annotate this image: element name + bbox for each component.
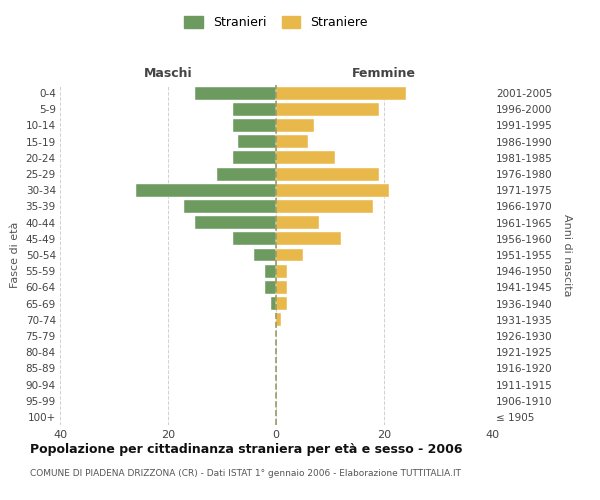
Bar: [184, 200, 276, 213]
Bar: [233, 103, 276, 116]
Bar: [276, 264, 287, 278]
Bar: [265, 281, 276, 294]
Bar: [276, 152, 335, 164]
Bar: [238, 135, 276, 148]
Bar: [276, 297, 287, 310]
Text: Popolazione per cittadinanza straniera per età e sesso - 2006: Popolazione per cittadinanza straniera p…: [30, 442, 463, 456]
Bar: [136, 184, 276, 196]
Bar: [233, 119, 276, 132]
Bar: [233, 232, 276, 245]
Bar: [265, 264, 276, 278]
Bar: [276, 248, 303, 262]
Bar: [254, 248, 276, 262]
Text: Maschi: Maschi: [143, 67, 193, 80]
Bar: [276, 103, 379, 116]
Bar: [217, 168, 276, 180]
Y-axis label: Fasce di età: Fasce di età: [10, 222, 20, 288]
Bar: [276, 281, 287, 294]
Bar: [276, 314, 281, 326]
Bar: [276, 135, 308, 148]
Legend: Stranieri, Straniere: Stranieri, Straniere: [179, 11, 373, 34]
Text: COMUNE DI PIADENA DRIZZONA (CR) - Dati ISTAT 1° gennaio 2006 - Elaborazione TUTT: COMUNE DI PIADENA DRIZZONA (CR) - Dati I…: [30, 469, 461, 478]
Bar: [276, 200, 373, 213]
Bar: [276, 216, 319, 229]
Bar: [233, 152, 276, 164]
Text: Femmine: Femmine: [352, 67, 416, 80]
Bar: [271, 297, 276, 310]
Bar: [195, 216, 276, 229]
Bar: [276, 168, 379, 180]
Y-axis label: Anni di nascita: Anni di nascita: [562, 214, 572, 296]
Bar: [276, 86, 406, 100]
Bar: [276, 184, 389, 196]
Bar: [276, 232, 341, 245]
Bar: [276, 119, 314, 132]
Bar: [195, 86, 276, 100]
